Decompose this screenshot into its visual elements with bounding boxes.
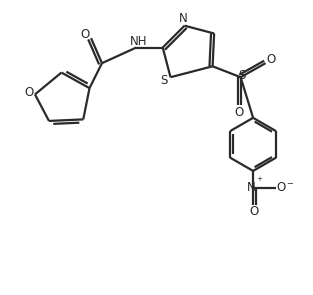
Text: O: O: [80, 28, 90, 41]
Text: O: O: [24, 86, 33, 99]
Text: S: S: [239, 69, 246, 82]
Text: N: N: [179, 12, 187, 25]
Text: O: O: [249, 205, 258, 218]
Text: $\mathregular{^+}$: $\mathregular{^+}$: [255, 176, 264, 186]
Text: O: O: [267, 53, 276, 66]
Text: S: S: [160, 74, 167, 88]
Text: NH: NH: [130, 35, 147, 48]
Text: O: O: [234, 106, 244, 119]
Text: N: N: [247, 181, 256, 194]
Text: O$\mathregular{^-}$: O$\mathregular{^-}$: [276, 181, 295, 194]
